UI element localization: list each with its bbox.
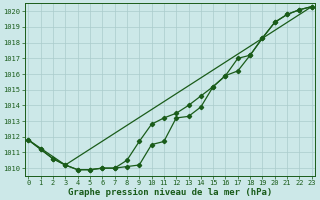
X-axis label: Graphe pression niveau de la mer (hPa): Graphe pression niveau de la mer (hPa) xyxy=(68,188,272,197)
